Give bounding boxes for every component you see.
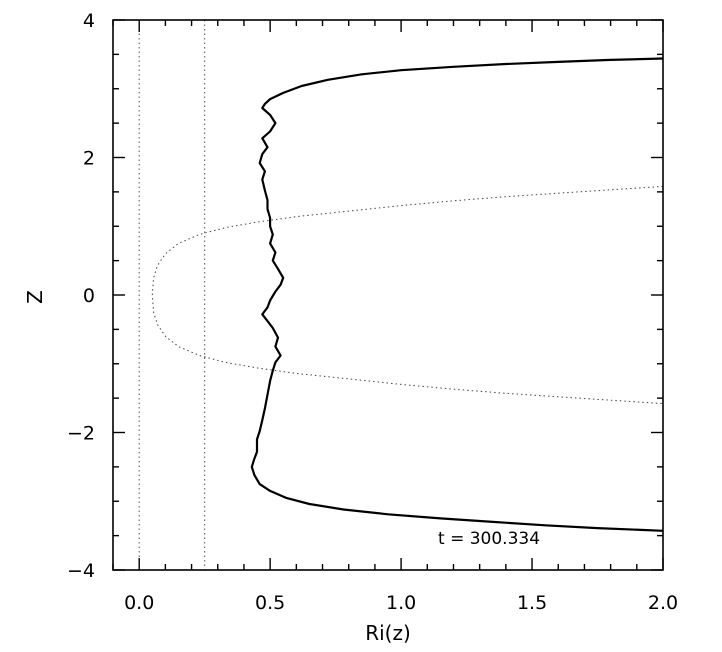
x-tick-label: 0.0 [124, 592, 154, 614]
y-tick-label: 4 [83, 10, 95, 32]
x-tick-label: 1.0 [386, 592, 416, 614]
x-tick-label: 0.5 [255, 592, 285, 614]
x-axis-label: Ri(z) [365, 621, 411, 645]
solid-curve-1 [250, 57, 664, 532]
axis-ticks: 0.0 0.5 1.0 1.5 2.0 −4 −2 0 2 4 [67, 10, 678, 614]
y-tick-label: 0 [83, 285, 95, 307]
y-axis-label: Z [23, 290, 47, 304]
y-tick-label: −2 [67, 423, 95, 445]
plot-area [138, 20, 664, 570]
x-tick-label: 2.0 [648, 592, 678, 614]
x-tick-label: 1.5 [517, 592, 547, 614]
y-tick-label: 2 [83, 148, 95, 170]
time-annotation: t = 300.334 [438, 529, 540, 549]
dotted-curve-2 [151, 185, 664, 405]
y-tick-label: −4 [67, 560, 95, 582]
plot-frame [112, 19, 664, 571]
